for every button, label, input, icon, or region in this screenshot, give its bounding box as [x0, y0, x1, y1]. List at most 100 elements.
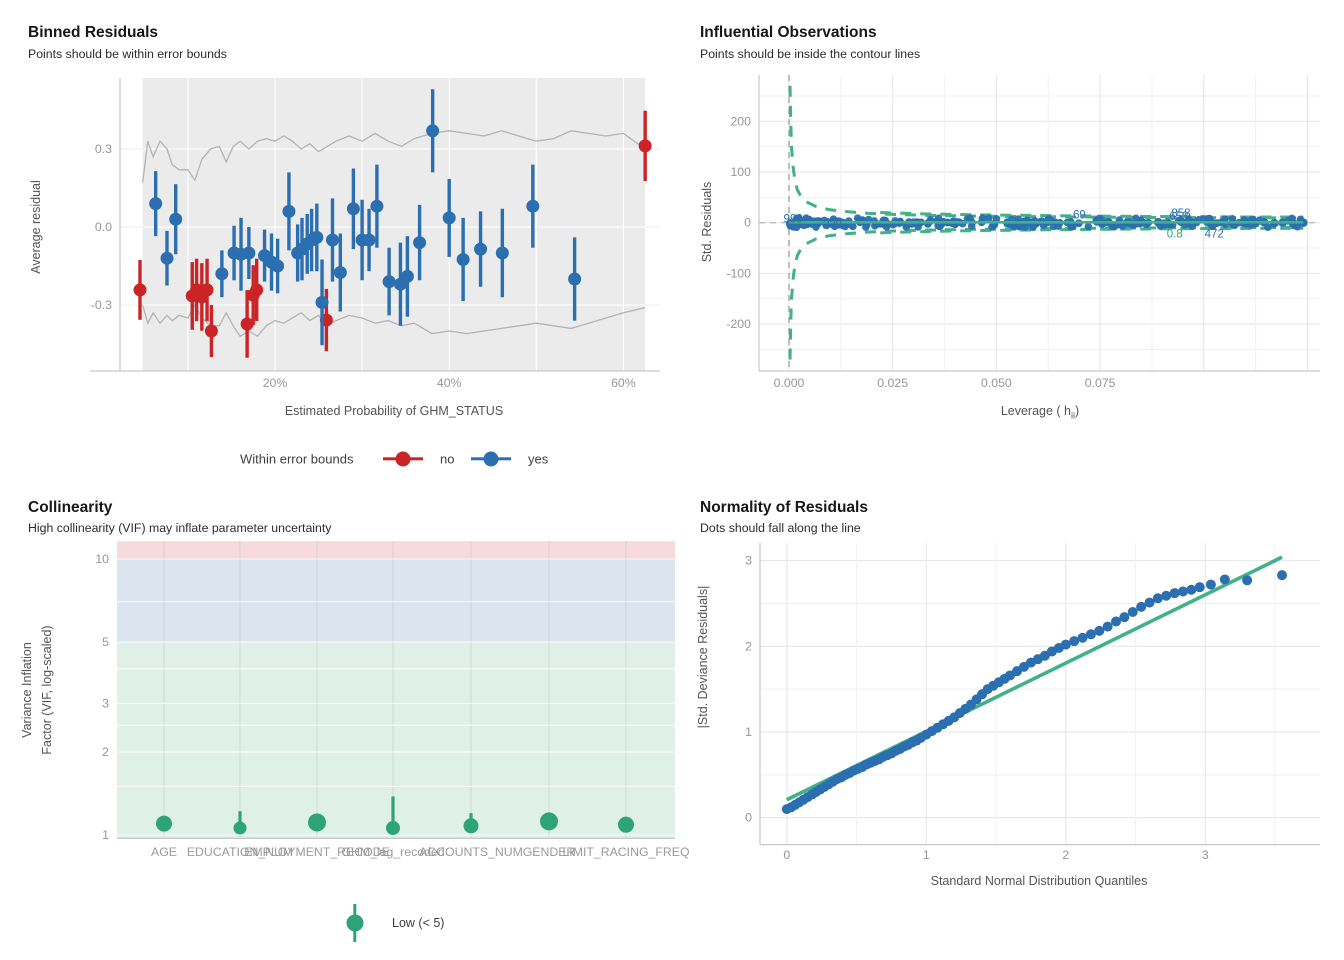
binned-residual-point [442, 211, 456, 225]
qq-point [1060, 639, 1071, 650]
binned-residual-point [638, 139, 652, 153]
legend-no-dot [395, 451, 411, 467]
point-label: 858 [1171, 208, 1190, 220]
cook-contour-inner-upper [880, 211, 1304, 219]
normality-qq-plot: 3 2 1 0 0 1 2 3 [745, 543, 1320, 862]
y-tick-label: 2 [745, 639, 752, 653]
vif-point [156, 815, 172, 832]
panel-subtitle: High collinearity (VIF) may inflate para… [28, 521, 332, 535]
x-axis-title: Estimated Probability of GHM_STATUS [284, 404, 504, 418]
category-label: GHM_lag_recoded [341, 845, 444, 859]
qq-point [1219, 574, 1230, 585]
legend-title: Within error bounds [240, 451, 354, 467]
vif-point [540, 812, 558, 831]
qq-point [1136, 601, 1147, 612]
binned-residual-point [200, 283, 214, 297]
leverage-point [1084, 222, 1093, 231]
x-tick-label: 60% [611, 376, 636, 390]
category-label: GENDER [523, 845, 576, 859]
vif-band [117, 559, 675, 643]
x-tick-label: 0.000 [774, 376, 805, 390]
leverage-point [967, 222, 976, 230]
x-tick-label: 0.075 [1085, 376, 1116, 390]
binned-residual-point [333, 266, 347, 279]
binned-residual-point [282, 204, 296, 218]
y-tick-label: 100 [730, 165, 751, 179]
binned-residual-point [149, 197, 163, 211]
binned-residual-point [325, 233, 339, 247]
y-tick-label: 0 [745, 811, 752, 825]
x-tick-label: 0.025 [877, 376, 908, 390]
y-tick-label: 3 [102, 696, 109, 710]
leverage-point [933, 217, 941, 225]
y-axis-title-line2: Factor (VIF, log-scaled) [40, 625, 54, 755]
binned-residual-point [215, 267, 229, 281]
panel-subtitle: Points should be within error bounds [28, 47, 227, 61]
legend-yes-dot [483, 451, 499, 467]
y-axis-title: |Std. Deviance Residuals| [696, 585, 710, 729]
binned-residual-point [456, 253, 470, 266]
y-tick-label: -100 [726, 266, 751, 280]
y-tick-label: 0 [744, 216, 751, 230]
legend-yes-label: yes [528, 451, 549, 467]
qq-point [1169, 588, 1180, 599]
x-tick-label: 3 [1202, 848, 1209, 862]
panel-subtitle: Points should be inside the contour line… [700, 47, 921, 61]
binned-residual-point [133, 283, 147, 297]
leverage-point [1299, 218, 1308, 227]
point-label: 472 [1205, 228, 1224, 240]
binned-residual-point [240, 317, 254, 331]
legend-no-label: no [440, 451, 455, 467]
category-label: ACCOUNTS_NUM [419, 845, 523, 859]
binned-residual-point [382, 275, 396, 289]
vif-band [117, 642, 675, 839]
vif-point [233, 821, 247, 835]
legend-low-label: Low (< 5) [392, 916, 445, 930]
panel-title: Influential Observations [700, 24, 877, 41]
binned-residual-point [474, 242, 488, 256]
y-axis-title-line1: Variance Inflation [20, 642, 34, 738]
y-tick-label: 3 [745, 554, 752, 568]
category-label: EMPLOYMENT_RECODE [244, 845, 390, 859]
qq-point [1242, 575, 1253, 586]
binned-residual-point [310, 230, 324, 244]
panel-title: Collinearity [28, 499, 113, 516]
vif-point [308, 813, 326, 832]
binned-residual-point [315, 295, 329, 309]
binned-residual-point [568, 272, 582, 286]
y-tick-label: 5 [102, 635, 109, 649]
y-tick-label: 1 [102, 828, 109, 842]
y-tick-label: 1 [745, 725, 752, 739]
y-tick-label: -200 [726, 317, 751, 331]
binned-residuals-plot: 0.3 0.0 -0.3 20% 40% 60% [90, 78, 660, 390]
qq-point [1277, 570, 1288, 581]
vif-point [463, 818, 479, 834]
y-tick-label: 200 [730, 114, 751, 128]
point-label: 999 [784, 214, 803, 226]
qq-point [1102, 621, 1113, 632]
panel-binned-residuals: 0.3 0.0 -0.3 20% 40% 60% Binned Residuals Poi… [0, 0, 672, 480]
binned-residual-point [370, 199, 384, 213]
qq-point [1194, 582, 1205, 593]
qq-point [1069, 636, 1080, 647]
leverage-point [1014, 215, 1023, 223]
qq-point [1077, 632, 1088, 643]
panel-influential-observations: 999 239 69 858 653 472 0.8 200 100 0 -100 -200 0.000… [672, 0, 1344, 480]
x-tick-label: 40% [437, 376, 462, 390]
binned-residual-point [160, 251, 174, 265]
binned-residual-point [495, 246, 509, 260]
qq-point [1094, 625, 1105, 636]
binned-residual-point [204, 324, 218, 338]
qq-point [1152, 593, 1163, 604]
cook-contour-lower [788, 226, 1304, 360]
binned-residual-point [169, 212, 183, 226]
x-tick-label: 2 [1062, 848, 1069, 862]
qq-point [1161, 590, 1172, 601]
qq-point [1144, 597, 1155, 608]
panel-collinearity: 10 5 3 2 1 AGE EDUCATION_NUM EMPLOYMENT_RECODE G… [0, 480, 690, 960]
y-tick-label: 10 [95, 552, 109, 566]
binned-residual-point [526, 199, 540, 213]
